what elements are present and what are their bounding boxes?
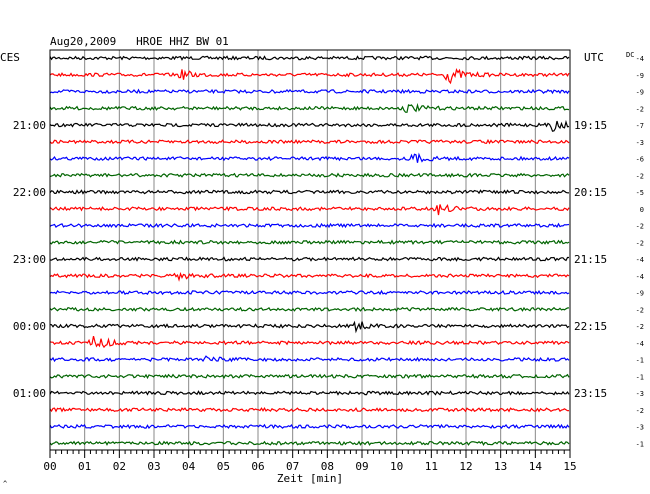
right-time-labels: 19:15 20:15 21:15 22:15 23:15 bbox=[574, 119, 607, 400]
trace-18 bbox=[49, 355, 570, 363]
chart-title: Aug20,2009 HROE HHZ BW 01 bbox=[50, 35, 229, 48]
dc-value-6: -6 bbox=[636, 156, 644, 164]
dc-value-9: 0 bbox=[640, 206, 644, 214]
trace-22 bbox=[49, 423, 570, 430]
trace-12 bbox=[49, 256, 569, 262]
x-tick-label-01: 01 bbox=[78, 460, 91, 473]
trace-20 bbox=[49, 390, 570, 396]
x-tick-label-10: 10 bbox=[390, 460, 403, 473]
dc-value-15: -2 bbox=[636, 306, 644, 314]
dc-value-17: -4 bbox=[636, 340, 644, 348]
x-tick-label-12: 12 bbox=[459, 460, 472, 473]
x-tick-label-00: 00 bbox=[43, 460, 56, 473]
right-time-1915: 19:15 bbox=[574, 119, 607, 132]
dc-value-10: -2 bbox=[636, 223, 644, 231]
dc-value-0: -4 bbox=[636, 55, 644, 63]
dc-value-4: -7 bbox=[636, 122, 644, 130]
x-tick-label-11: 11 bbox=[425, 460, 438, 473]
dc-value-20: -3 bbox=[636, 390, 644, 398]
grid bbox=[84, 50, 536, 450]
dc-value-21: -2 bbox=[636, 407, 644, 415]
plot-frame bbox=[49, 49, 571, 451]
trace-10 bbox=[49, 222, 570, 229]
x-axis-title: Zeit [min] bbox=[277, 472, 343, 485]
dc-value-22: -3 bbox=[636, 424, 644, 432]
right-time-2215: 22:15 bbox=[574, 320, 607, 333]
left-time-labels: 21:00 22:00 23:00 00:00 01:00 bbox=[13, 119, 46, 400]
trace-16 bbox=[49, 320, 570, 334]
dc-value-16: -2 bbox=[636, 323, 644, 331]
trace-14 bbox=[49, 289, 570, 296]
x-tick-label-02: 02 bbox=[113, 460, 126, 473]
dc-value-8: -5 bbox=[636, 189, 644, 197]
dc-value-18: -1 bbox=[636, 357, 644, 365]
x-tick-label-05: 05 bbox=[217, 460, 230, 473]
x-tick-label-03: 03 bbox=[147, 460, 160, 473]
dc-value-23: -1 bbox=[636, 440, 644, 448]
x-tick-label-13: 13 bbox=[494, 460, 507, 473]
trace-11 bbox=[49, 239, 570, 245]
x-tick-label-15: 15 bbox=[563, 460, 576, 473]
trace-23 bbox=[49, 440, 570, 447]
dc-header: DC bbox=[626, 51, 634, 59]
dc-value-14: -9 bbox=[636, 290, 644, 298]
trace-17 bbox=[49, 335, 570, 349]
left-axis-label: CES bbox=[0, 51, 20, 64]
trace-9 bbox=[49, 203, 570, 216]
trace-2 bbox=[49, 88, 570, 95]
dc-value-13: -4 bbox=[636, 273, 644, 281]
left-time-2200: 22:00 bbox=[13, 186, 46, 199]
dc-value-5: -3 bbox=[636, 139, 644, 147]
dc-values: -4 -9 -9 -2 -7 -3 -6 -2 -5 0 -2 -2 -4 -4 -9 -2 -2 -4 -1 -1 -… bbox=[636, 55, 644, 448]
dc-value-1: -9 bbox=[636, 72, 644, 80]
traces bbox=[49, 55, 570, 447]
dc-value-2: -9 bbox=[636, 89, 644, 97]
x-tick-label-07: 07 bbox=[286, 460, 299, 473]
left-time-2300: 23:00 bbox=[13, 253, 46, 266]
x-tick-label-08: 08 bbox=[321, 460, 334, 473]
x-axis-ticks bbox=[49, 450, 571, 458]
trace-1 bbox=[49, 68, 570, 85]
trace-19 bbox=[49, 373, 570, 380]
x-tick-label-09: 09 bbox=[355, 460, 368, 473]
trace-6 bbox=[49, 152, 570, 163]
right-time-2115: 21:15 bbox=[574, 253, 607, 266]
right-axis-label: UTC bbox=[584, 51, 604, 64]
right-time-2015: 20:15 bbox=[574, 186, 607, 199]
left-time-0000: 00:00 bbox=[13, 320, 46, 333]
dc-value-3: -2 bbox=[636, 105, 644, 113]
trace-7 bbox=[49, 172, 570, 178]
right-time-2315: 23:15 bbox=[574, 387, 607, 400]
left-time-2100: 21:00 bbox=[13, 119, 46, 132]
trace-21 bbox=[49, 407, 570, 413]
trace-13 bbox=[49, 271, 570, 282]
dc-value-11: -2 bbox=[636, 239, 644, 247]
dc-value-19: -1 bbox=[636, 373, 644, 381]
trace-0 bbox=[49, 55, 570, 61]
trace-15 bbox=[49, 306, 570, 313]
trace-4 bbox=[49, 119, 570, 132]
corner-mark: ^ bbox=[3, 480, 7, 488]
trace-3 bbox=[49, 102, 570, 113]
dc-value-7: -2 bbox=[636, 172, 644, 180]
trace-8 bbox=[49, 189, 570, 195]
left-time-0100: 01:00 bbox=[13, 387, 46, 400]
x-tick-label-14: 14 bbox=[529, 460, 543, 473]
dc-value-12: -4 bbox=[636, 256, 644, 264]
x-tick-labels: 00 01 02 03 04 05 06 07 08 09 10 11 12 13 14 15 bbox=[43, 460, 576, 473]
trace-5 bbox=[49, 138, 570, 145]
x-tick-label-06: 06 bbox=[251, 460, 264, 473]
x-tick-label-04: 04 bbox=[182, 460, 196, 473]
